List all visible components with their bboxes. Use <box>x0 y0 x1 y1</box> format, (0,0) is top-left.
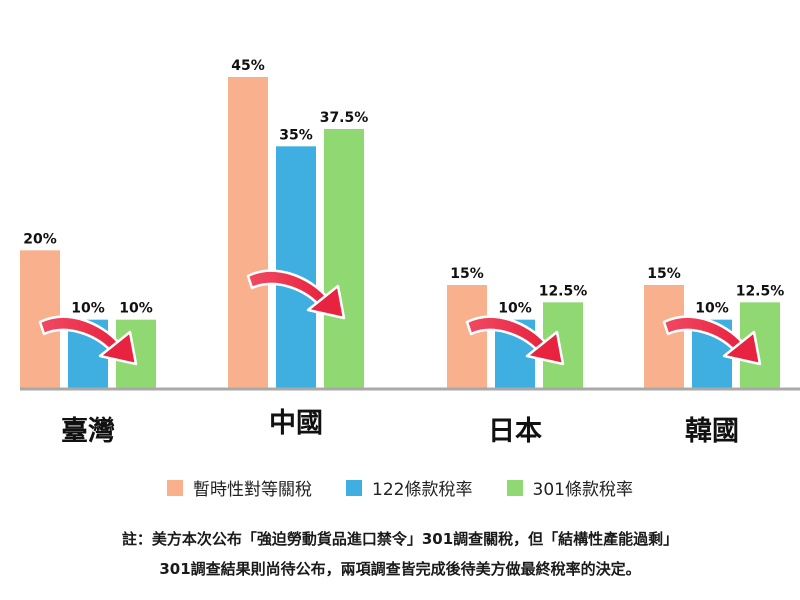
data-label-korea-section-301: 12.5% <box>736 283 785 299</box>
legend-swatch <box>506 479 523 496</box>
legend-label: 301條款稅率 <box>532 480 633 500</box>
legend-item-section-301-rate: 301條款稅率 <box>506 475 633 500</box>
category-label-china: 中國 <box>269 408 323 439</box>
legend-label: 暫時性對等關稅 <box>193 480 313 500</box>
footnote-line-2: 301調查結果則尚待公布，兩項調查皆完成後待美方做最終稅率的決定。 <box>159 560 641 578</box>
legend-swatch <box>167 479 184 496</box>
legend-item-section-122-rate: 122條款稅率 <box>346 475 473 500</box>
data-label-taiwan-section-301: 10% <box>119 301 153 317</box>
category-label-taiwan: 臺灣 <box>61 416 115 447</box>
decrease-arrow-icon <box>246 269 346 320</box>
category-label-korea: 韓國 <box>685 416 739 447</box>
category-label-japan: 日本 <box>488 416 542 447</box>
data-label-korea-temporary-tariff: 15% <box>647 266 681 282</box>
data-label-korea-section-122: 10% <box>695 301 729 317</box>
data-label-taiwan-section-122: 10% <box>71 301 105 317</box>
bar-china-temporary-tariff <box>228 77 268 389</box>
data-label-china-section-122: 35% <box>279 127 313 143</box>
decrease-arrow-icon <box>38 315 138 366</box>
bar-china-section-122 <box>276 146 316 389</box>
footnote-line-1: 註：美方本次公布「強迫勞動貨品進口禁令」301調查關稅，但「結構性產能過剩」 <box>121 530 679 548</box>
legend: 暫時性對等關稅 122條款稅率 301條款稅率 <box>0 475 800 500</box>
decrease-arrow-icon <box>465 315 565 366</box>
decrease-arrow-icon <box>662 315 762 366</box>
bar-korea-temporary-tariff <box>644 285 684 389</box>
legend-swatch <box>346 479 363 496</box>
data-label-japan-section-301: 12.5% <box>539 283 588 299</box>
data-label-china-section-301: 37.5% <box>320 110 369 126</box>
bar-china-section-301 <box>324 129 364 389</box>
legend-item-temporary-reciprocal-tariff: 暫時性對等關稅 <box>167 475 312 500</box>
data-label-taiwan-temporary-tariff: 20% <box>23 231 57 247</box>
data-label-japan-section-122: 10% <box>498 301 532 317</box>
bar-japan-temporary-tariff <box>447 285 487 389</box>
bar-chart: 20% 10% 10% 臺灣 45% 35% 37.5% 中國 15% 10% 12.5% 日本 15%… <box>20 58 800 447</box>
legend-label: 122條款稅率 <box>372 480 473 500</box>
data-label-china-temporary-tariff: 45% <box>231 58 265 74</box>
data-label-japan-temporary-tariff: 15% <box>450 266 484 282</box>
